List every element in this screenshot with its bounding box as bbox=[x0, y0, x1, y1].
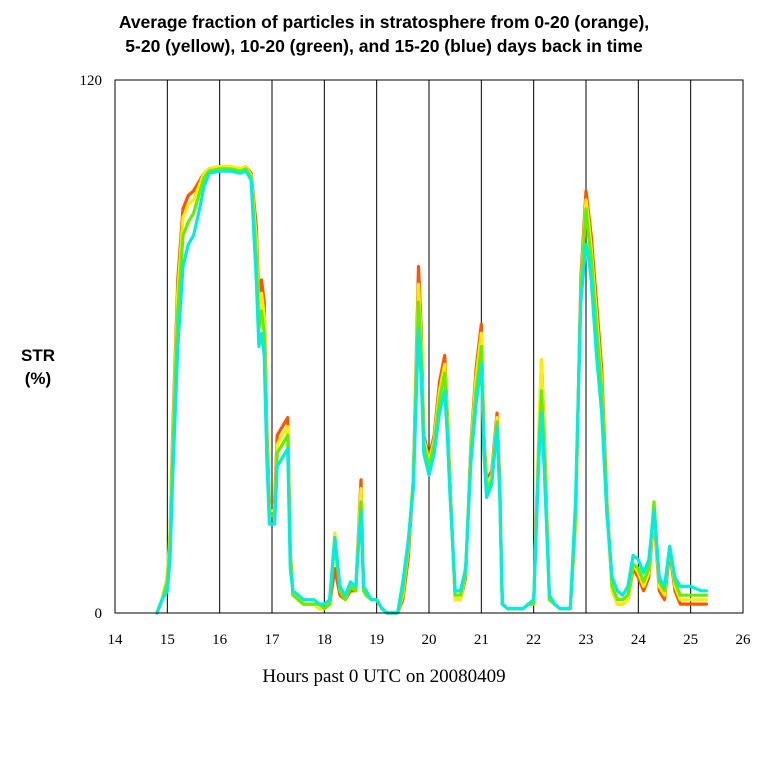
x-tick-label-21: 21 bbox=[474, 632, 489, 648]
x-tick-label-18: 18 bbox=[317, 632, 332, 648]
y-tick-label-120: 120 bbox=[80, 73, 103, 89]
x-tick-label-25: 25 bbox=[683, 632, 698, 648]
x-tick-label-20: 20 bbox=[422, 632, 437, 648]
y-axis-ticks: 0 120 bbox=[80, 73, 103, 622]
chart-title-line-1: Average fraction of particles in stratos… bbox=[119, 12, 649, 32]
x-tick-label-14: 14 bbox=[108, 632, 124, 648]
y-tick-label-0: 0 bbox=[95, 606, 103, 622]
vertical-gridlines bbox=[166, 80, 692, 613]
series-line-2 bbox=[155, 167, 709, 615]
x-tick-label-17: 17 bbox=[265, 632, 281, 648]
chart-title-line-2: 5-20 (yellow), 10-20 (green), and 15-20 … bbox=[125, 36, 643, 56]
x-tick-label-24: 24 bbox=[631, 632, 647, 648]
series-line-1 bbox=[155, 165, 709, 615]
y-axis-label-line-1: STR bbox=[21, 346, 55, 365]
x-tick-label-22: 22 bbox=[526, 632, 541, 648]
series-line-3 bbox=[155, 169, 709, 615]
x-tick-label-26: 26 bbox=[736, 632, 752, 648]
x-tick-label-23: 23 bbox=[579, 632, 594, 648]
series-line-0 bbox=[155, 165, 709, 615]
y-axis-label: STR (%) bbox=[21, 346, 55, 388]
x-axis-ticks: 14 15 16 17 18 19 20 21 22 23 24 25 26 bbox=[108, 632, 752, 648]
x-tick-label-16: 16 bbox=[212, 632, 228, 648]
x-axis-label: Hours past 0 UTC on 20080409 bbox=[262, 666, 505, 687]
x-tick-label-15: 15 bbox=[160, 632, 175, 648]
chart-title: Average fraction of particles in stratos… bbox=[119, 12, 649, 56]
plot-frame bbox=[114, 79, 744, 614]
y-axis-label-line-2: (%) bbox=[25, 369, 51, 388]
data-series bbox=[155, 165, 709, 615]
x-tick-label-19: 19 bbox=[369, 632, 384, 648]
